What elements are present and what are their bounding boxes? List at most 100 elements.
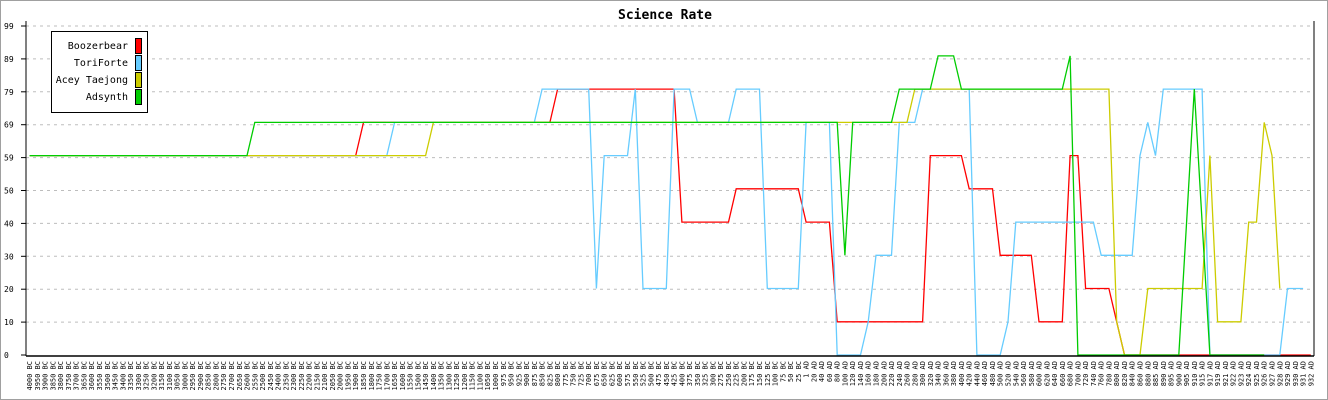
- x-tick-label: 915 AD: [1199, 361, 1207, 386]
- x-tick-label: 525 BC: [640, 361, 648, 386]
- y-tick-label: 69: [4, 121, 14, 130]
- x-tick-label: 660 AD: [1059, 361, 1067, 386]
- x-tick-label: 1750 BC: [376, 361, 384, 391]
- x-tick-label: 400 BC: [678, 361, 686, 386]
- x-tick-label: 925 BC: [515, 361, 523, 386]
- x-tick-label: 460 AD: [981, 361, 989, 386]
- x-tick-label: 180 AD: [872, 361, 880, 386]
- x-tick-label: 3650 BC: [80, 361, 88, 391]
- x-tick-label: 600 AD: [1036, 361, 1044, 386]
- x-tick-label: 860 AD: [1136, 361, 1144, 386]
- x-tick-label: 60 AD: [826, 361, 834, 382]
- x-tick-label: 3600 BC: [88, 361, 96, 391]
- x-tick-label: 900 BC: [523, 361, 531, 386]
- x-tick-label: 420 AD: [966, 361, 974, 386]
- x-tick-label: 924 AD: [1245, 361, 1253, 386]
- x-tick-label: 2050 BC: [329, 361, 337, 391]
- x-tick-label: 1000 BC: [492, 361, 500, 391]
- x-tick-label: 2250 BC: [298, 361, 306, 391]
- x-tick-label: 720 AD: [1082, 361, 1090, 386]
- x-tick-label: 40 AD: [818, 361, 826, 382]
- x-tick-label: 919 AD: [1214, 361, 1222, 386]
- x-tick-label: 3850 BC: [49, 361, 57, 391]
- x-tick-label: 280 AD: [911, 361, 919, 386]
- x-tick-label: 1400 BC: [430, 361, 438, 391]
- y-tick-label: 0: [4, 351, 9, 360]
- x-tick-label: 2750 BC: [220, 361, 228, 391]
- x-tick-label: 931 AD: [1300, 361, 1308, 386]
- x-tick-label: 1050 BC: [484, 361, 492, 391]
- x-tick-label: 1950 BC: [344, 361, 352, 391]
- x-tick-label: 4000 BC: [26, 361, 34, 391]
- legend-swatch: [135, 72, 142, 88]
- x-tick-label: 700 AD: [1074, 361, 1082, 386]
- x-tick-label: 475 BC: [655, 361, 663, 386]
- x-tick-label: 3750 BC: [65, 361, 73, 391]
- x-tick-label: 540 AD: [1012, 361, 1020, 386]
- x-tick-label: 3100 BC: [166, 361, 174, 391]
- legend-label: Acey Taejong: [56, 75, 128, 86]
- x-tick-label: 917 AD: [1206, 361, 1214, 386]
- x-tick-label: 3500 BC: [104, 361, 112, 391]
- x-tick-label: 520 AD: [1004, 361, 1012, 386]
- x-tick-label: 921 AD: [1222, 361, 1230, 386]
- y-tick-label: 20: [4, 285, 14, 294]
- series-lines: [29, 55, 1311, 356]
- x-tick-label: 780 AD: [1105, 361, 1113, 386]
- x-tick-label: 820 AD: [1121, 361, 1129, 386]
- x-tick-label: 560 AD: [1020, 361, 1028, 386]
- x-tick-label: 1200 BC: [461, 361, 469, 391]
- y-tick-label: 50: [4, 187, 14, 196]
- x-tick-label: 680 AD: [1067, 361, 1075, 386]
- x-tick-label: 550 BC: [632, 361, 640, 386]
- x-tick-label: 3350 BC: [127, 361, 135, 391]
- x-tick-label: 910 AD: [1191, 361, 1199, 386]
- x-tick-label: 625 BC: [608, 361, 616, 386]
- legend-swatch: [135, 38, 142, 54]
- x-tick-label: 2950 BC: [189, 361, 197, 391]
- x-tick-label: 2650 BC: [236, 361, 244, 391]
- x-tick-label: 3000 BC: [181, 361, 189, 391]
- x-tick-label: 1100 BC: [476, 361, 484, 391]
- x-tick-label: 240 AD: [896, 361, 904, 386]
- x-tick-label: 880 AD: [1144, 361, 1152, 386]
- x-tick-label: 650 BC: [601, 361, 609, 386]
- x-tick-label: 1900 BC: [352, 361, 360, 391]
- x-tick-label: 3050 BC: [174, 361, 182, 391]
- x-tick-label: 800 BC: [554, 361, 562, 386]
- x-tick-label: 1250 BC: [453, 361, 461, 391]
- x-tick-label: 840 AD: [1129, 361, 1137, 386]
- x-tick-label: 3200 BC: [150, 361, 158, 391]
- x-tick-label: 1650 BC: [391, 361, 399, 391]
- x-tick-label: 927 AD: [1269, 361, 1277, 386]
- x-tick-label: 325 BC: [702, 361, 710, 386]
- x-tick-label: 50 BC: [787, 361, 795, 382]
- x-tick-label: 100 BC: [772, 361, 780, 386]
- x-tick-label: 2200 BC: [306, 361, 314, 391]
- x-tick-label: 140 AD: [857, 361, 865, 386]
- x-tick-label: 3700 BC: [73, 361, 81, 391]
- x-tick-label: 675 BC: [593, 361, 601, 386]
- x-tick-label: 750 BC: [570, 361, 578, 386]
- series-adsynth: [29, 55, 1265, 356]
- series-line: [29, 88, 1311, 356]
- x-tick-label: 1550 BC: [407, 361, 415, 391]
- legend-label: ToriForte: [74, 58, 128, 69]
- x-tick-label: 580 AD: [1028, 361, 1036, 386]
- x-tick-label: 930 AD: [1292, 361, 1300, 386]
- x-tick-label: 150 BC: [756, 361, 764, 386]
- x-tick-label: 2450 BC: [267, 361, 275, 391]
- x-tick-label: 400 AD: [958, 361, 966, 386]
- chart-title: Science Rate: [618, 8, 712, 23]
- x-tick-label: 2850 BC: [205, 361, 213, 391]
- x-tick-label: 440 AD: [973, 361, 981, 386]
- legend-label: Boozerbear: [68, 41, 128, 52]
- legend-swatch: [135, 55, 142, 71]
- x-tick-label: 640 AD: [1051, 361, 1059, 386]
- x-tick-label: 350 BC: [694, 361, 702, 386]
- y-tick-label: 30: [4, 252, 14, 261]
- legend-label: Adsynth: [86, 92, 128, 103]
- x-tick-label: 25 BC: [795, 361, 803, 382]
